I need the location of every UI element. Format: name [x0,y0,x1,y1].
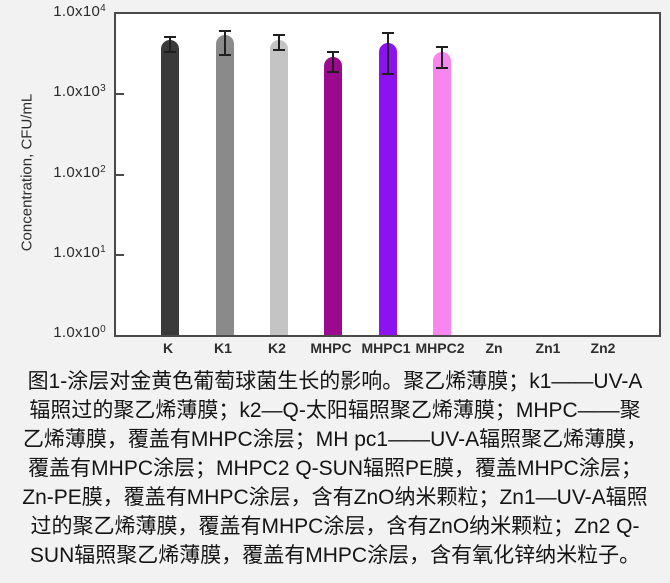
error-bar-MHPC2 [441,46,443,69]
error-bar-cap [382,31,394,34]
error-bar-MHPC1 [387,32,389,74]
caption-line: Zn-PE膜，覆盖有MHPC涂层，含有ZnO纳米颗粒；Zn1—UV-A辐照 [22,486,648,509]
error-bar-cap [273,34,285,37]
error-bar-cap [327,70,339,73]
error-bar-K2 [278,35,280,50]
error-bar-K1 [224,30,226,55]
x-tick-label-K: K [162,340,174,356]
figure-caption: 图1-涂层对金黄色葡萄球菌生长的影响。聚乙烯薄膜；k1——UV-A 辐照过的聚乙烯… [0,362,670,583]
caption-line: 图1-涂层对金黄色葡萄球菌生长的影响。聚乙烯薄膜；k1——UV-A [27,370,643,393]
error-bar-cap [219,29,231,32]
bar-MHPC2 [433,51,451,335]
x-tick-label-MHPC1: MHPC1 [361,340,411,356]
error-bar-K [169,37,171,52]
caption-line: 辐照过的聚乙烯薄膜；k2—Q-太阳辐照聚乙烯薄膜；MHPC——聚 [29,399,641,422]
y-tick-label: 1.0x104 [53,3,106,20]
y-tick-mark [116,173,124,176]
bar-K1 [216,35,234,335]
bar-K2 [270,40,288,335]
y-tick-mark [116,253,124,256]
bar-MHPC1 [379,42,397,335]
x-tick-label-Zn: Zn [485,340,503,356]
bar-MHPC [324,57,342,335]
error-bar-MHPC [332,51,334,72]
error-bar-cap [219,53,231,56]
x-tick-label-Zn2: Zn2 [590,340,616,356]
x-tick-label-Zn1: Zn1 [535,340,561,356]
x-tick-label-MHPC: MHPC [310,340,352,356]
y-tick-label: 1.0x103 [53,83,106,101]
bar-K [161,39,179,335]
caption-line: 覆盖有MHPC涂层；MHPC2 Q-SUN辐照PE膜，覆盖MHPC涂层； [28,457,642,480]
x-tick-label-K1: K1 [214,340,232,356]
y-tick-label: 1.0x102 [53,163,106,181]
caption-line: SUN辐照聚乙烯薄膜，覆盖有MHPC涂层，含有氧化锌纳米粒子。 [29,544,641,567]
bar-chart: 1.0x104 1.0x103 1.0x102 1.0x101 1.0x100 Conc… [18,3,661,356]
x-tick-label-MHPC2: MHPC2 [415,340,465,356]
error-bar-cap [164,50,176,53]
error-bar-cap [327,50,339,53]
error-bar-cap [436,45,448,48]
error-bar-cap [164,36,176,39]
y-tick-label: 1.0x100 [53,324,106,341]
plot-area [114,12,661,337]
error-bar-cap [382,72,394,75]
error-bar-cap [436,67,448,70]
y-tick-label: 1.0x101 [53,243,106,261]
caption-line: 过的聚乙烯薄膜，覆盖有MHPC涂层，含有ZnO纳米颗粒；Zn2 Q- [30,515,640,538]
y-tick-mark [116,93,124,96]
caption-line: 乙烯薄膜，覆盖有MHPC涂层；MH pc1——UV-A辐照聚乙烯薄膜， [22,428,648,451]
error-bar-cap [273,48,285,51]
x-tick-label-K2: K2 [268,340,286,356]
y-axis-title: Concentration, CFU/mL [18,93,36,252]
